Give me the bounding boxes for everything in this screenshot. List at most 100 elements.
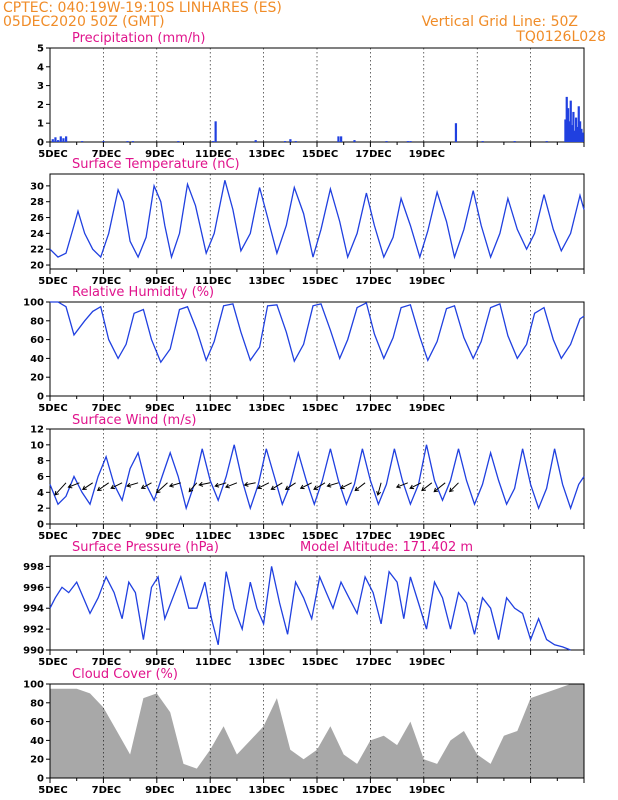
wind-xtick-label: 11DEC — [195, 531, 231, 542]
pressure-title: Surface Pressure (hPa) — [72, 540, 219, 555]
wind-ytick-label: 10 — [30, 440, 44, 451]
precip-bar — [454, 123, 458, 142]
rh-line — [50, 301, 585, 364]
rh-ytick-label: 100 — [23, 298, 44, 309]
wind-xtick-label: 9DEC — [145, 531, 174, 542]
rh-xtick-label: 17DEC — [355, 403, 391, 414]
pressure-ytick-label: 998 — [23, 562, 44, 573]
temp-xtick-label: 17DEC — [355, 276, 391, 287]
precip-xtick-label: 13DEC — [248, 149, 284, 160]
precip-xtick-label: 17DEC — [355, 149, 391, 160]
wind-vector — [243, 481, 256, 487]
precip-bar — [102, 141, 105, 142]
pressure-xtick-label: 7DEC — [92, 657, 121, 668]
precip-bar — [406, 141, 409, 142]
wind-vector — [67, 482, 80, 489]
wind-vector — [168, 482, 181, 488]
precip-ytick-label: 3 — [37, 81, 44, 92]
wind-xtick-label: 13DEC — [248, 531, 284, 542]
temp-xtick-label: 11DEC — [195, 276, 231, 287]
precip-bar — [385, 141, 388, 142]
precip-bar — [574, 117, 578, 142]
precip-bar — [51, 139, 54, 142]
precip-frame — [49, 47, 585, 143]
precip-bar — [568, 121, 571, 142]
rh-ytick-label: 80 — [30, 316, 44, 327]
precip-bar — [65, 136, 68, 142]
wind-vector — [81, 482, 93, 490]
temp-ytick-label: 24 — [30, 229, 44, 240]
precip-bar — [513, 141, 516, 142]
rh-ytick-label: 20 — [30, 373, 44, 384]
precip-bar — [254, 140, 257, 142]
temp-ytick-label: 26 — [30, 213, 44, 224]
precip-bar — [62, 138, 65, 142]
precip-bar — [578, 121, 582, 142]
wind-ytick-label: 4 — [37, 488, 44, 499]
precipitation-title: Precipitation (mm/h) — [72, 31, 205, 46]
cloud-xtick-label: 13DEC — [248, 785, 284, 796]
cloud-xtick-label: 11DEC — [195, 785, 231, 796]
wind-title: Surface Wind (m/s) — [72, 413, 196, 428]
rh-xtick-label: 19DEC — [409, 403, 445, 414]
cloud-ytick-label: 0 — [37, 774, 44, 785]
wind-vector — [284, 482, 296, 490]
temp-xtick-label: 9DEC — [145, 276, 174, 287]
wind-ytick-label: 6 — [37, 472, 44, 483]
precip-bar — [353, 140, 356, 142]
precip-bar — [340, 136, 343, 142]
precip-bar — [57, 140, 60, 142]
wind-vector — [54, 482, 67, 496]
pressure-xtick-label: 5DEC — [38, 657, 67, 668]
cloud-xtick-label: 17DEC — [355, 785, 391, 796]
cloud-xtick-label: 7DEC — [92, 785, 121, 796]
precip-ytick-label: 0 — [37, 138, 44, 149]
cloud-xtick-label: 19DEC — [409, 785, 445, 796]
pressure-xtick-label: 9DEC — [145, 657, 174, 668]
wind-vector — [409, 482, 422, 490]
precip-ytick-label: 5 — [37, 44, 44, 55]
header-station: CPTEC: 040:19W-19:10S LINHARES (ES) — [3, 0, 282, 16]
cloud-ytick-label: 60 — [30, 717, 44, 728]
precip-bar — [126, 141, 129, 142]
temp-ytick-label: 22 — [30, 245, 44, 256]
rh-xtick-label: 15DEC — [302, 403, 338, 414]
wind-vector — [140, 482, 152, 489]
precip-bar — [572, 111, 575, 142]
temperature-title: Surface Temperature (nC) — [72, 157, 240, 172]
precip-bar — [577, 106, 580, 142]
panel-temperature: Surface Temperature (nC) 20 22 24 26 28 30 5DE… — [30, 157, 585, 287]
wind-vector — [225, 482, 238, 489]
wind-vector — [299, 482, 312, 490]
rh-xtick-label: 11DEC — [195, 403, 231, 414]
wind-vector — [433, 482, 446, 493]
pressure-xtick-label: 19DEC — [409, 657, 445, 668]
wind-vector — [198, 481, 211, 487]
rh-xtick-label: 5DEC — [38, 403, 67, 414]
precip-bar — [565, 96, 568, 142]
temp-xtick-label: 13DEC — [248, 276, 284, 287]
cloud-xtick-label: 9DEC — [145, 785, 174, 796]
panel-cloud-cover: Cloud Cover (%) 0 20 40 60 80 100 5DEC 7DEC 9DEC… — [23, 667, 585, 796]
precip-bar — [566, 108, 570, 142]
temp-xtick-label: 19DEC — [409, 276, 445, 287]
wind-vector — [257, 482, 270, 490]
precip-bar — [289, 139, 292, 142]
pressure-xtick-label: 15DEC — [302, 657, 338, 668]
wind-vector — [155, 482, 168, 494]
rh-ytick-label: 0 — [37, 392, 44, 403]
temp-xtick-label: 15DEC — [302, 276, 338, 287]
precip-bar — [569, 100, 572, 142]
precip-bar — [564, 119, 567, 142]
humidity-title: Relative Humidity (%) — [72, 285, 214, 300]
precip-bar — [131, 141, 134, 142]
wind-vector — [421, 482, 433, 492]
cloud-ytick-label: 40 — [30, 736, 44, 747]
temp-xtick-label: 5DEC — [38, 276, 67, 287]
pressure-ytick-label: 992 — [23, 625, 44, 636]
precip-bar — [54, 137, 57, 142]
pressure-ytick-label: 990 — [23, 646, 44, 657]
pressure-xtick-label: 13DEC — [248, 657, 284, 668]
rh-ytick-label: 60 — [30, 335, 44, 346]
